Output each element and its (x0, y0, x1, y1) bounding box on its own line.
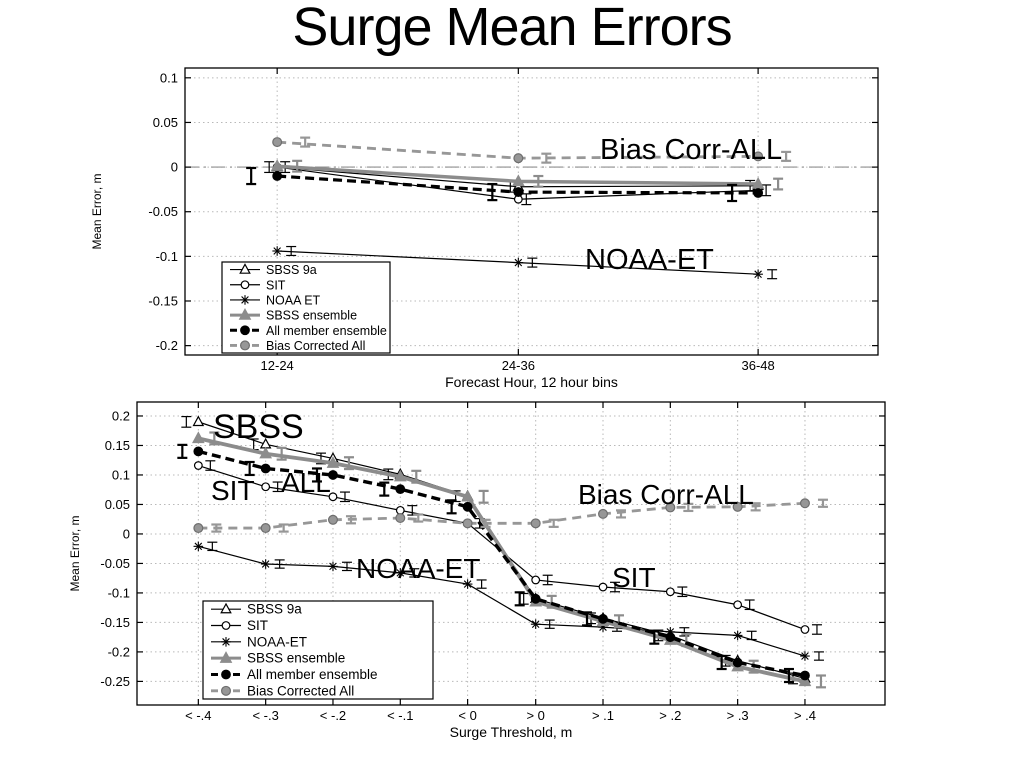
axes: 0.2 0.15 0.1 0.05 0 -0.05 -0.1 -0.15 -0.2 -0.25 < … (68, 401, 886, 740)
series-noaa-et (272, 245, 778, 280)
svg-text:-0.15: -0.15 (148, 293, 178, 308)
annotation-bias-corr-all: Bias Corr-ALL (578, 479, 754, 510)
svg-text:0.1: 0.1 (112, 467, 130, 482)
svg-text:< -.3: < -.3 (252, 708, 278, 723)
annotation-bias-corr-all: Bias Corr-ALL (600, 134, 782, 166)
svg-text:-0.1: -0.1 (108, 585, 130, 600)
series-bias-corrected-all (272, 136, 792, 164)
svg-text:24-36: 24-36 (502, 358, 535, 373)
svg-text:SBSS ensemble: SBSS ensemble (266, 309, 357, 323)
svg-text:All member ensemble: All member ensemble (247, 667, 378, 682)
x-axis-label: Surge Threshold, m (450, 724, 573, 740)
svg-text:NOAA ET: NOAA ET (266, 293, 321, 307)
svg-text:-0.15: -0.15 (100, 615, 130, 630)
annotations: Bias Corr-ALL NOAA-ET (585, 134, 782, 276)
annotation-sit: SIT (211, 475, 255, 506)
grid (185, 68, 878, 355)
annotation-sit: SIT (612, 562, 656, 593)
svg-text:0.05: 0.05 (105, 497, 130, 512)
slide-title: Surge Mean Errors (292, 0, 732, 57)
svg-text:-0.25: -0.25 (100, 674, 130, 689)
svg-text:0.05: 0.05 (153, 115, 178, 130)
svg-text:SIT: SIT (247, 618, 268, 633)
svg-text:SBSS 9a: SBSS 9a (247, 602, 302, 617)
annotations: SBSS SIT ALL NOAA-ET Bias Corr-ALL SIT (211, 408, 754, 593)
svg-text:-0.2: -0.2 (108, 644, 130, 659)
svg-text:0.15: 0.15 (105, 438, 130, 453)
svg-text:NOAA-ET: NOAA-ET (247, 634, 307, 649)
annotation-all: ALL (281, 467, 331, 498)
svg-text:> 0: > 0 (526, 708, 544, 723)
svg-text:< -.4: < -.4 (185, 708, 211, 723)
svg-text:0: 0 (123, 526, 130, 541)
svg-text:> .2: > .2 (659, 708, 681, 723)
surge-threshold-error-chart: 0.2 0.15 0.1 0.05 0 -0.05 -0.1 -0.15 -0.2 -0.25 < … (68, 401, 886, 740)
svg-text:SBSS ensemble: SBSS ensemble (247, 651, 345, 666)
svg-text:-0.05: -0.05 (148, 204, 178, 219)
svg-text:> .4: > .4 (794, 708, 816, 723)
svg-text:0: 0 (171, 160, 178, 175)
svg-text:0.1: 0.1 (160, 70, 178, 85)
svg-text:SBSS 9a: SBSS 9a (266, 263, 317, 277)
y-axis-label: Mean Error, m (90, 173, 104, 249)
annotation-sbss: SBSS (213, 408, 304, 446)
forecast-hour-error-chart: 0.1 0.05 0 -0.05 -0.1 -0.15 -0.2 12-24 24-36 36-4… (90, 67, 879, 390)
series-all-member-ensemble (246, 166, 764, 203)
svg-text:< -.1: < -.1 (387, 708, 413, 723)
annotation-noaa-et: NOAA-ET (585, 244, 714, 276)
x-axis-label: Forecast Hour, 12 hour bins (445, 374, 618, 390)
svg-text:> .1: > .1 (592, 708, 614, 723)
svg-text:-0.2: -0.2 (156, 338, 178, 353)
svg-text:Bias Corrected All: Bias Corrected All (247, 683, 354, 698)
svg-text:< 0: < 0 (458, 708, 476, 723)
svg-text:0.2: 0.2 (112, 408, 130, 423)
series-sbss-9a (264, 160, 764, 193)
y-axis-label: Mean Error, m (68, 515, 82, 591)
series-noaa-et (193, 541, 824, 661)
series-sbss-ensemble (270, 159, 784, 191)
svg-text:< -.2: < -.2 (320, 708, 346, 723)
annotation-noaa-et: NOAA-ET (356, 553, 480, 584)
svg-text:36-48: 36-48 (741, 358, 774, 373)
svg-text:Bias Corrected All: Bias Corrected All (266, 339, 365, 353)
svg-text:SIT: SIT (266, 278, 286, 292)
axes: 0.1 0.05 0 -0.05 -0.1 -0.15 -0.2 12-24 24-36 36-4… (90, 67, 879, 390)
svg-text:All member ensemble: All member ensemble (266, 324, 387, 338)
svg-text:> .3: > .3 (727, 708, 749, 723)
series-all-member-ensemble (177, 443, 810, 684)
svg-text:-0.05: -0.05 (100, 556, 130, 571)
svg-text:-0.1: -0.1 (156, 249, 178, 264)
svg-text:12-24: 12-24 (261, 358, 294, 373)
series-bias-corrected-all (193, 498, 828, 534)
